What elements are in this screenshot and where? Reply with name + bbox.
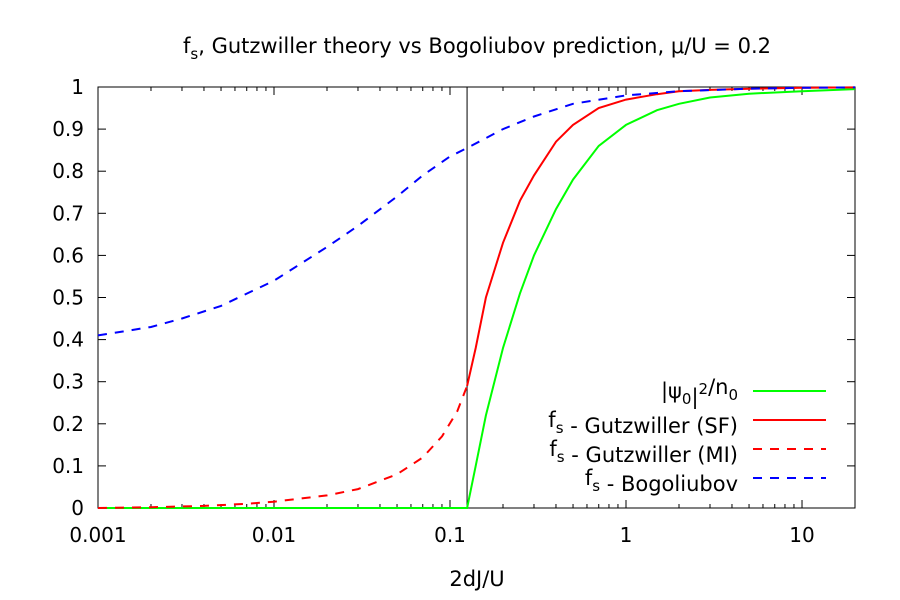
y-tick-label: 0.2 xyxy=(52,412,84,436)
y-tick-label: 0.8 xyxy=(52,159,84,183)
chart-title: fs, Gutzwiller theory vs Bogoliubov pred… xyxy=(183,34,771,63)
y-tick-label: 0.7 xyxy=(52,201,84,225)
y-tick-label: 0.6 xyxy=(52,243,84,267)
x-tick-label: 1 xyxy=(620,523,633,547)
y-tick-label: 0.5 xyxy=(52,286,84,310)
y-tick-label: 0.1 xyxy=(52,454,84,478)
y-tick-label: 0.9 xyxy=(52,117,84,141)
plot-frame xyxy=(97,86,856,509)
legend-label-bog: fs - Bogoliubov xyxy=(585,466,738,496)
legend-label-sf: fs - Gutzwiller (SF) xyxy=(548,408,738,438)
chart-title-sub: s xyxy=(190,45,198,63)
chart-title-base: f xyxy=(183,34,191,58)
y-tick-label: 0.4 xyxy=(52,328,84,352)
x-tick-label: 0.001 xyxy=(69,523,126,547)
y-tick-label: 1 xyxy=(71,75,84,99)
legend-label-mi: fs - Gutzwiller (MI) xyxy=(549,437,738,467)
plot-area: 0 0.1 0.2 0.3 0.4 0.5 0.6 0.7 0.8 0.9 1 0.001 0.01 0.… xyxy=(52,75,856,547)
x-axis-label: 2dJ/U xyxy=(449,567,504,591)
legend-label-psi: |ψ0|2/n0 xyxy=(661,375,738,410)
x-tick-label: 10 xyxy=(789,523,814,547)
x-tick-label: 0.01 xyxy=(252,523,297,547)
series-line-bog xyxy=(97,86,856,337)
series-line-psi xyxy=(98,88,856,509)
series-line-sf xyxy=(466,86,856,387)
y-tick-label: 0.3 xyxy=(52,370,84,394)
x-tick-label: 0.1 xyxy=(434,523,466,547)
y-tick-label: 0 xyxy=(71,496,84,520)
series-line-mi xyxy=(97,385,469,509)
chart-title-rest: , Gutzwiller theory vs Bogoliubov predic… xyxy=(198,34,771,58)
